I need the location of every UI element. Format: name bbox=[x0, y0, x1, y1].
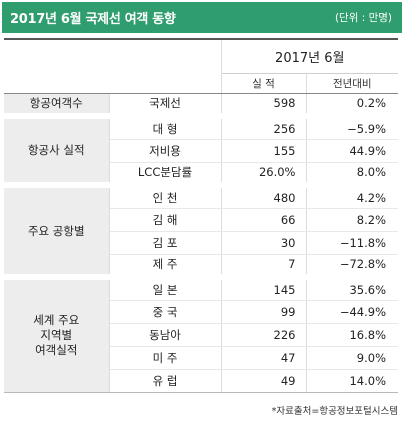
row-category: 중 국 bbox=[109, 300, 222, 324]
row-category: 김 해 bbox=[109, 208, 222, 232]
header-row-period: 2017년 6월 bbox=[4, 38, 399, 94]
row-category: 미 주 bbox=[109, 346, 222, 370]
row-category: LCC분담률 bbox=[109, 162, 222, 186]
row-result-value: 49 bbox=[221, 369, 307, 393]
row-change-value: 8.2% bbox=[306, 208, 399, 232]
row-change-value: −11.8% bbox=[306, 231, 399, 255]
row-result-value: 598 bbox=[221, 93, 307, 117]
row-result-value: 26.0% bbox=[221, 162, 307, 186]
table-row: 항공사 실적 대 형 256 −5.9% bbox=[4, 113, 399, 186]
row-category: 유 럽 bbox=[109, 369, 222, 393]
row-result-value: 7 bbox=[221, 254, 307, 278]
row-result-value: 47 bbox=[221, 346, 307, 370]
row-result-value: 226 bbox=[221, 323, 307, 347]
row-category: 국제선 bbox=[109, 93, 222, 117]
period-header: 2017년 6월 bbox=[221, 38, 399, 74]
group-label: 세계 주요 지역별 여객실적 bbox=[4, 274, 110, 393]
row-change-value: 35.6% bbox=[306, 274, 399, 301]
row-change-value: −72.8% bbox=[306, 254, 399, 278]
row-change-value: 4.2% bbox=[306, 182, 399, 209]
group-label: 주요 공항별 bbox=[4, 182, 110, 278]
row-result-value: 145 bbox=[221, 274, 307, 301]
header-row-columns: 실 적 전년대비 bbox=[4, 73, 399, 94]
table-row: 저비용 155 44.9% bbox=[4, 139, 399, 163]
table-row: 세계 주요 지역별 여객실적 일 본 145 35.6% bbox=[4, 274, 399, 393]
group-label: 항공사 실적 bbox=[4, 113, 110, 186]
row-change-value: −5.9% bbox=[306, 113, 399, 140]
row-category: 인 천 bbox=[109, 182, 222, 209]
row-change-value: 14.0% bbox=[306, 369, 399, 393]
table-row: 유 럽 49 14.0% bbox=[4, 369, 399, 393]
row-category: 제 주 bbox=[109, 254, 222, 278]
row-change-value: 16.8% bbox=[306, 323, 399, 347]
row-category: 저비용 bbox=[109, 139, 222, 163]
row-result-value: 256 bbox=[221, 113, 307, 140]
title-bar: 2017년 6월 국제선 여객 동향 (단위 : 만명) bbox=[2, 2, 402, 33]
row-category: 김 포 bbox=[109, 231, 222, 255]
unit-note: (단위 : 만명) bbox=[334, 12, 392, 24]
table-row: LCC분담률 26.0% 8.0% bbox=[4, 162, 399, 186]
row-result-value: 66 bbox=[221, 208, 307, 232]
table-row: 미 주 47 9.0% bbox=[4, 346, 399, 370]
row-result-value: 99 bbox=[221, 300, 307, 324]
table-row: 김 포 30 −11.8% bbox=[4, 231, 399, 255]
row-change-value: −44.9% bbox=[306, 300, 399, 324]
row-category: 대 형 bbox=[109, 113, 222, 140]
row-change-value: 0.2% bbox=[306, 93, 399, 117]
row-category: 일 본 bbox=[109, 274, 222, 301]
table-row: 제 주 7 −72.8% bbox=[4, 254, 399, 278]
table-row: 주요 공항별 인 천 480 4.2% bbox=[4, 182, 399, 278]
result-column-header: 실 적 bbox=[221, 73, 307, 94]
source-note: *자료출처=항공정보포털시스템 bbox=[271, 406, 398, 417]
table-row: 중 국 99 −44.9% bbox=[4, 300, 399, 324]
row-change-value: 8.0% bbox=[306, 162, 399, 186]
row-result-value: 480 bbox=[221, 182, 307, 209]
row-category: 동남아 bbox=[109, 323, 222, 347]
row-result-value: 30 bbox=[221, 231, 307, 255]
table-row: 김 해 66 8.2% bbox=[4, 208, 399, 232]
row-result-value: 155 bbox=[221, 139, 307, 163]
table-title: 2017년 6월 국제선 여객 동향 bbox=[10, 12, 176, 27]
row-change-value: 9.0% bbox=[306, 346, 399, 370]
table-row: 항공여객수 국제선 598 0.2% bbox=[4, 93, 399, 117]
table-row: 동남아 226 16.8% bbox=[4, 323, 399, 347]
group-label: 항공여객수 bbox=[4, 93, 110, 117]
stats-table: 2017년 6월 실 적 전년대비 항공여객수 국제선 598 0.2% 항공사 실적 대… bbox=[4, 38, 399, 393]
change-column-header: 전년대비 bbox=[306, 73, 399, 94]
row-change-value: 44.9% bbox=[306, 139, 399, 163]
